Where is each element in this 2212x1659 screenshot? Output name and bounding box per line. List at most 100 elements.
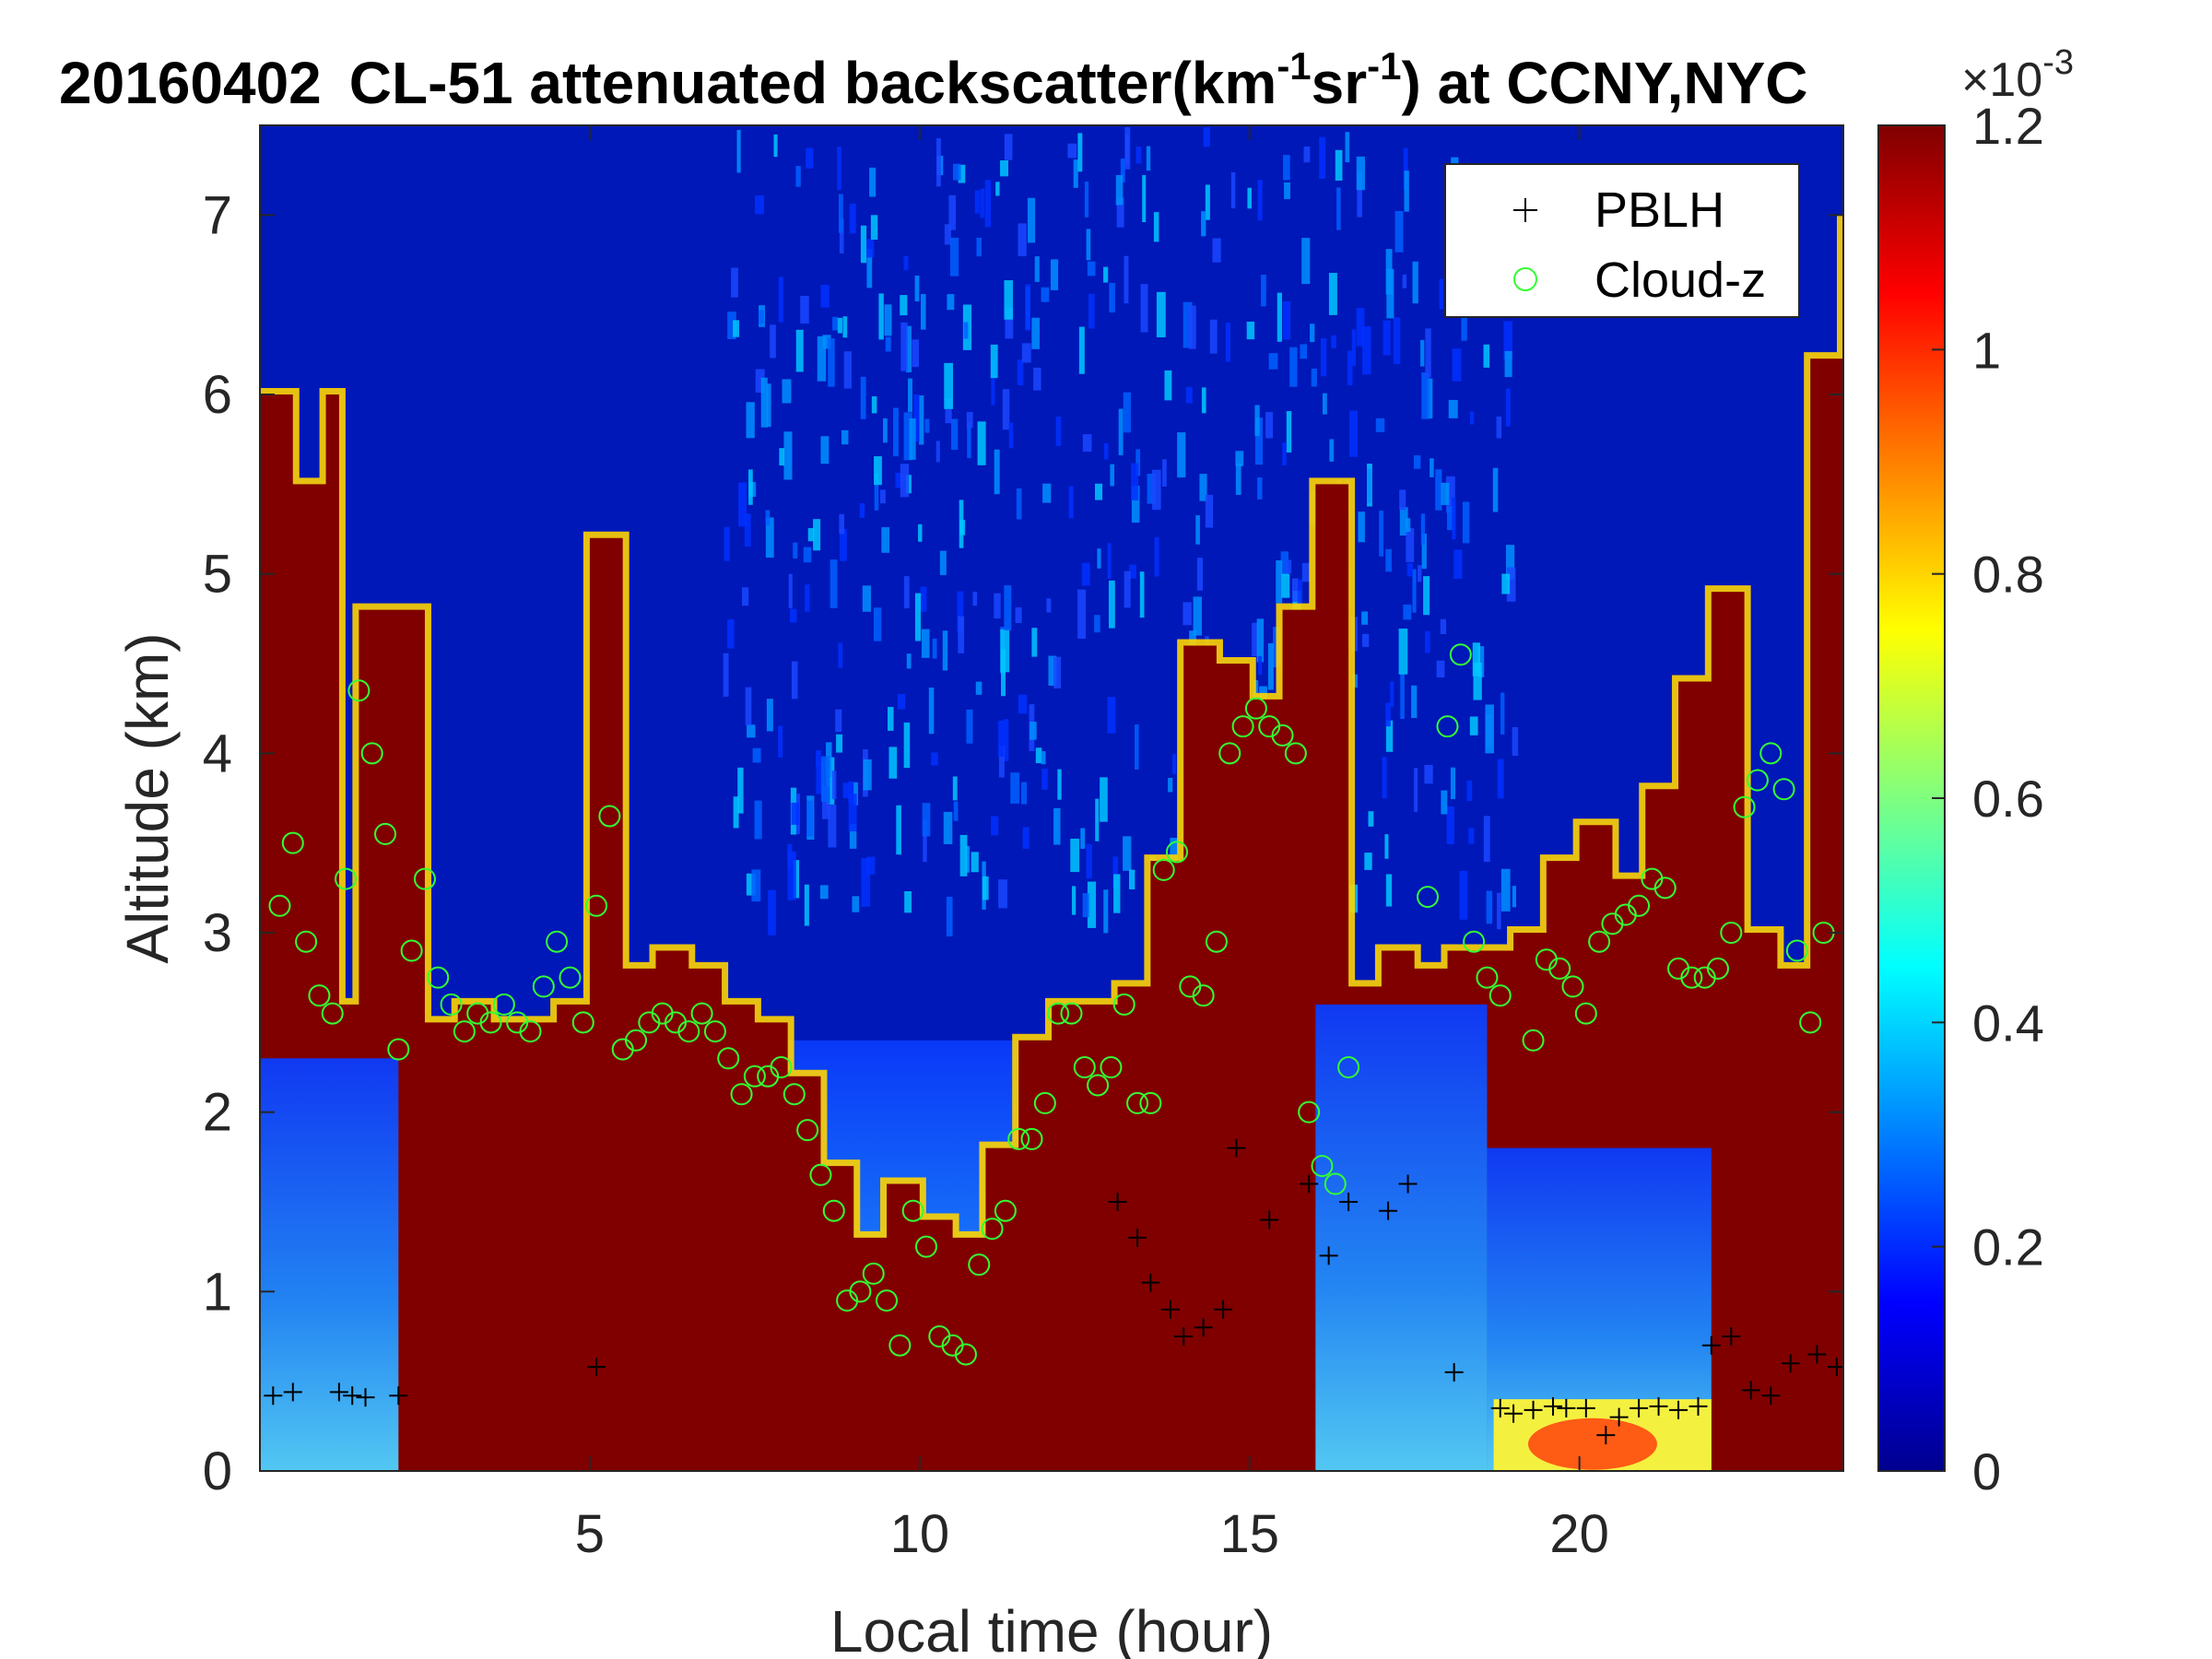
cirrus-speckle	[1072, 886, 1076, 914]
cirrus-speckle	[1053, 657, 1061, 688]
cirrus-speckle	[1493, 468, 1499, 512]
cirrus-speckle	[1189, 306, 1196, 349]
colorbar-exponent: ×10-3	[1961, 43, 2074, 107]
title-superscript-2: -1	[1367, 44, 1401, 88]
cirrus-speckle	[1302, 563, 1311, 582]
cirrus-speckle	[788, 852, 796, 900]
cirrus-speckle	[1501, 869, 1511, 912]
cirrus-speckle	[1018, 223, 1026, 256]
cirrus-speckle	[770, 324, 776, 358]
cirrus-speckle	[1440, 279, 1443, 310]
cirrus-speckle	[1336, 187, 1341, 229]
cirrus-speckle	[820, 436, 829, 464]
cirrus-speckle	[871, 215, 877, 240]
cirrus-speckle	[1441, 619, 1446, 634]
cirrus-speckle	[874, 607, 881, 641]
cirrus-speckle	[1329, 439, 1334, 461]
cirrus-speckle	[1135, 724, 1139, 770]
cirrus-speckle	[1413, 262, 1418, 303]
cirrus-speckle	[1277, 293, 1282, 342]
cirrus-speckle	[1113, 874, 1120, 912]
cirrus-speckle	[1077, 590, 1086, 639]
x-tick-label: 10	[890, 1504, 950, 1564]
cirrus-speckle	[737, 130, 741, 172]
title-superscript-1: -1	[1277, 44, 1311, 88]
cirrus-speckle	[1087, 844, 1092, 878]
colorbar-tick-label: 0.6	[1972, 770, 2044, 828]
cirrus-speckle	[724, 527, 730, 561]
cirrus-speckle	[929, 688, 935, 734]
cirrus-speckle	[1364, 853, 1371, 870]
cirrus-speckle	[737, 768, 743, 814]
cirrus-speckle	[1498, 759, 1504, 799]
cirrus-speckle	[1231, 172, 1236, 208]
title-suffix: ) at CCNY,NYC	[1402, 50, 1808, 116]
x-tick-label: 15	[1219, 1504, 1279, 1564]
cirrus-speckle	[1109, 581, 1115, 629]
cirrus-speckle	[1035, 256, 1040, 282]
cirrus-speckle	[1404, 171, 1408, 212]
cirrus-speckle	[1119, 409, 1124, 455]
cirrus-speckle	[1226, 323, 1230, 362]
cirrus-speckle	[783, 431, 792, 479]
cirrus-speckle	[943, 630, 947, 670]
cirrus-speckle	[904, 256, 909, 270]
cirrus-speckle	[940, 551, 947, 575]
cirrus-speckle	[994, 450, 1000, 494]
cirrus-speckle	[1124, 393, 1131, 433]
cirrus-speckle	[883, 418, 888, 442]
cirrus-speckle	[1056, 417, 1062, 446]
cirrus-speckle	[866, 857, 875, 875]
cirrus-speckle	[724, 653, 729, 697]
cirrus-speckle	[922, 629, 930, 658]
cirrus-speckle	[1451, 768, 1455, 799]
cirrus-speckle	[821, 757, 830, 802]
colorbar-exponent-power: -3	[2042, 43, 2074, 82]
legend-cloud-z-label: Cloud-z	[1594, 253, 1766, 308]
cirrus-speckle	[800, 296, 809, 324]
cirrus-speckle	[1152, 470, 1161, 510]
cirrus-speckle	[1361, 611, 1368, 624]
cirrus-speckle	[836, 735, 842, 753]
colorbar-exponent-base: ×10	[1961, 53, 2042, 107]
cirrus-speckle	[975, 190, 980, 213]
cirrus-speckle	[904, 576, 910, 608]
cirrus-speckle	[1412, 570, 1416, 613]
cirrus-speckle	[1441, 483, 1449, 505]
cirrus-speckle	[1276, 560, 1282, 603]
cirrus-speckle	[1095, 484, 1102, 500]
cirrus-speckle	[861, 226, 866, 264]
cirrus-speckle	[874, 456, 882, 485]
cirrus-speckle	[1418, 565, 1421, 582]
cirrus-speckle	[1088, 262, 1096, 276]
cirrus-speckle	[1441, 791, 1447, 815]
cirrus-speckle	[900, 323, 907, 371]
colorbar-tick-label: 0.2	[1972, 1218, 2044, 1277]
legend: PBLH Cloud-z	[1445, 164, 1799, 317]
cirrus-speckle	[1057, 770, 1061, 800]
cirrus-speckle	[1435, 469, 1441, 511]
y-tick-label: 0	[203, 1441, 232, 1501]
cirrus-speckle	[972, 592, 977, 606]
cirrus-speckle	[1362, 326, 1371, 374]
colorbar-tick-label: 0.8	[1972, 546, 2044, 604]
cirrus-speckle	[1254, 405, 1259, 436]
cirrus-speckle	[1079, 327, 1085, 374]
colorbar-tick-label: 1	[1972, 321, 2001, 379]
cirrus-speckle	[1329, 273, 1337, 315]
cirrus-speckle	[950, 238, 959, 276]
cirrus-speckle	[844, 351, 852, 388]
surface-haze-core	[1528, 1418, 1657, 1470]
cirrus-speckle	[1009, 422, 1014, 448]
cirrus-speckle	[832, 771, 837, 799]
cirrus-speckle	[900, 464, 909, 497]
cirrus-speckle	[1484, 816, 1490, 862]
cirrus-speckle	[1142, 175, 1146, 222]
cirrus-speckle	[1261, 275, 1266, 306]
cirrus-speckle	[1033, 368, 1041, 391]
cirrus-speckle	[796, 330, 804, 372]
cirrus-speckle	[1212, 238, 1220, 262]
cirrus-speckle	[1031, 318, 1040, 349]
cirrus-speckle	[1403, 605, 1411, 619]
